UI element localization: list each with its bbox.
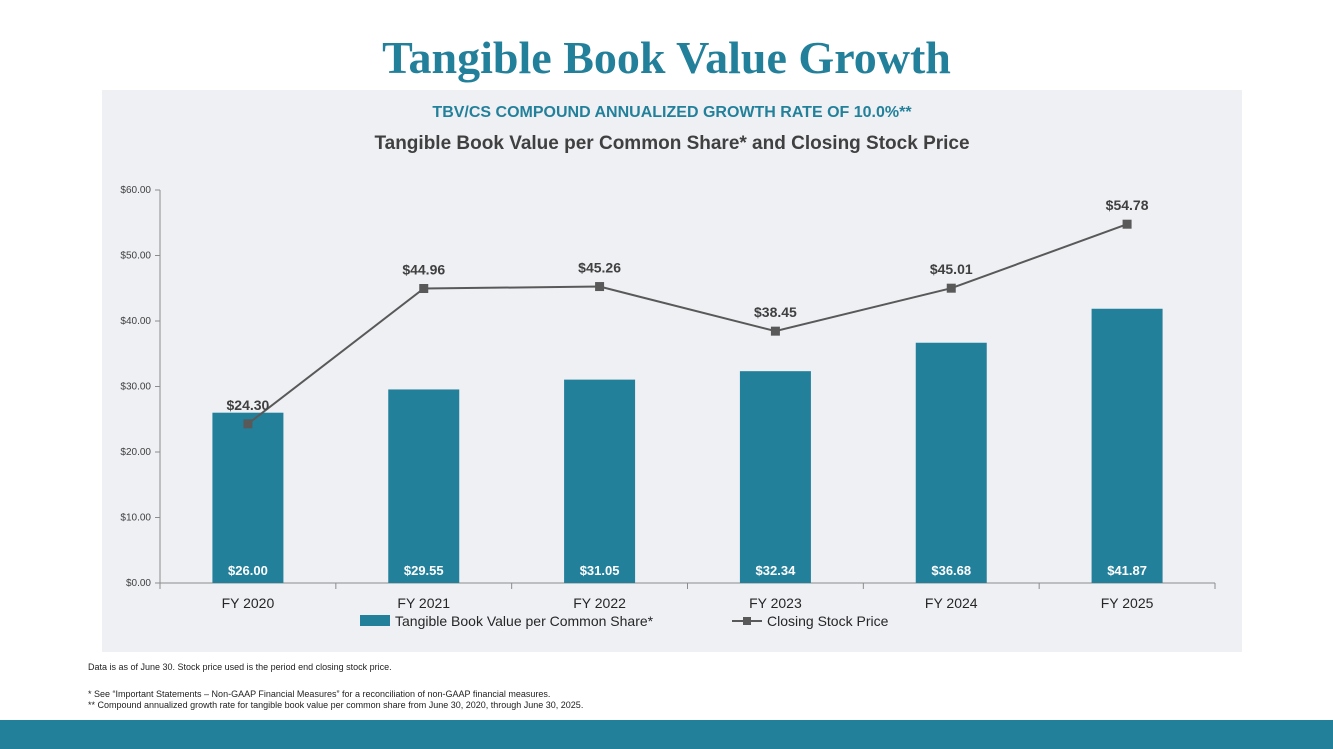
footer-bar <box>0 720 1333 749</box>
y-tick-label: $20.00 <box>120 447 151 458</box>
bar-value-label: $36.68 <box>931 563 971 578</box>
stock-price-label: $24.30 <box>227 397 270 413</box>
stock-price-line <box>247 223 1128 425</box>
stock-price-label: $44.96 <box>402 262 445 278</box>
legend-line-marker <box>743 617 751 625</box>
bar <box>388 389 460 583</box>
bar-value-label: $32.34 <box>756 563 797 578</box>
y-tick-label: $50.00 <box>120 251 151 262</box>
stock-price-label: $38.45 <box>754 304 797 320</box>
footnote-1: * See “Important Statements – Non-GAAP F… <box>88 689 551 699</box>
footnote-2: ** Compound annualized growth rate for t… <box>88 700 584 710</box>
x-tick-label: FY 2024 <box>925 595 978 611</box>
chart-title: Tangible Book Value per Common Share* an… <box>374 133 969 154</box>
stock-price-point <box>770 326 780 336</box>
y-tick-label: $0.00 <box>126 578 151 589</box>
y-tick-label: $10.00 <box>120 513 151 524</box>
x-tick-label: FY 2022 <box>573 595 626 611</box>
legend-line-label: Closing Stock Price <box>767 613 889 629</box>
bar-value-label: $41.87 <box>1107 563 1147 578</box>
chart-panel: TBV/CS COMPOUND ANNUALIZED GROWTH RATE O… <box>102 90 1242 652</box>
chart: TBV/CS COMPOUND ANNUALIZED GROWTH RATE O… <box>120 104 1216 629</box>
bar <box>915 342 987 583</box>
stock-price-label: $45.26 <box>578 260 621 276</box>
data-note: Data is as of June 30. Stock price used … <box>88 662 392 672</box>
stock-price-point <box>595 282 605 292</box>
bar <box>564 379 636 583</box>
x-tick-label: FY 2020 <box>222 595 275 611</box>
x-tick-label: FY 2023 <box>749 595 802 611</box>
bar-value-label: $26.00 <box>228 563 268 578</box>
x-tick-label: FY 2021 <box>397 595 450 611</box>
bar <box>1091 308 1163 583</box>
bar <box>739 371 811 583</box>
legend-bar-label: Tangible Book Value per Common Share* <box>395 613 654 629</box>
stock-price-point <box>946 283 956 293</box>
bar-value-label: $31.05 <box>580 563 620 578</box>
y-tick-label: $40.00 <box>120 316 151 327</box>
page-title: Tangible Book Value Growth <box>382 32 951 83</box>
chart-subtitle: TBV/CS COMPOUND ANNUALIZED GROWTH RATE O… <box>432 104 912 121</box>
x-tick-label: FY 2025 <box>1101 595 1154 611</box>
stock-price-label: $54.78 <box>1106 197 1149 213</box>
stock-price-point <box>243 419 253 429</box>
stock-price-point <box>1122 219 1132 229</box>
bar <box>212 412 284 583</box>
y-tick-label: $60.00 <box>120 185 151 196</box>
stock-price-label: $45.01 <box>930 261 973 277</box>
bar-value-label: $29.55 <box>404 563 444 578</box>
stock-price-point <box>419 284 429 294</box>
legend-bar-swatch <box>360 615 390 626</box>
y-tick-label: $30.00 <box>120 382 151 393</box>
